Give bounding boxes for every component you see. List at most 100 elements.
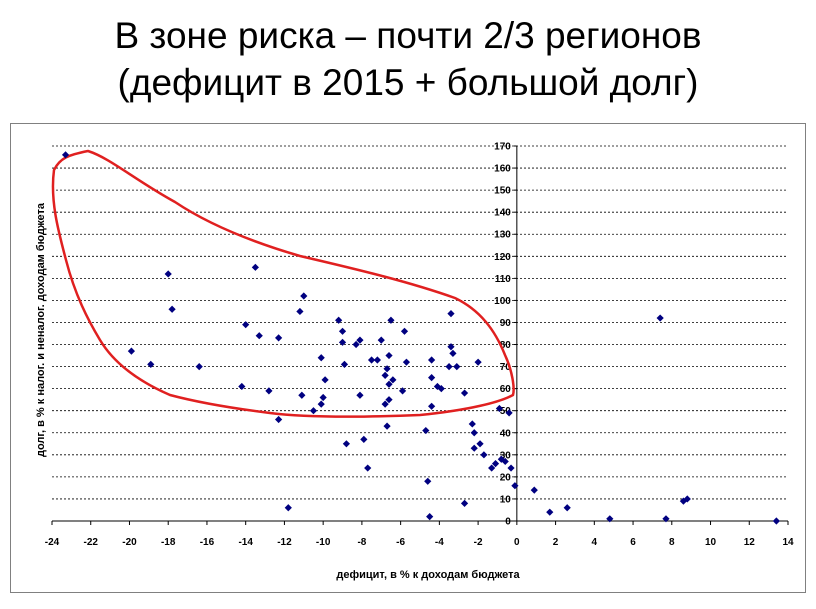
data-point-19	[321, 376, 329, 384]
y-tick-label: 140	[494, 208, 511, 219]
data-point-41	[383, 422, 391, 430]
y-tick-label: 160	[494, 164, 511, 175]
data-point-16	[298, 391, 306, 399]
data-point-18	[317, 354, 325, 362]
x-tick-label: -14	[238, 537, 253, 548]
x-tick-label: -12	[277, 537, 292, 548]
data-point-9	[242, 321, 250, 329]
x-tick-label: 8	[669, 537, 675, 548]
data-point-36	[383, 365, 391, 373]
y-tick-label: 170	[494, 142, 511, 153]
x-tick-label: 6	[630, 537, 636, 548]
x-tick-label: 2	[553, 537, 559, 548]
data-point-7	[147, 360, 155, 368]
y-axis-title: долг, в % к налог. и неналог. доходам бю…	[35, 202, 47, 457]
data-point-24	[338, 338, 347, 346]
data-point-42	[387, 316, 395, 324]
data-point-27	[356, 336, 364, 344]
data-point-72	[501, 457, 509, 466]
data-point-31	[364, 464, 372, 472]
chart-frame	[10, 123, 806, 593]
data-point-28	[356, 391, 364, 399]
data-point-54	[437, 385, 445, 393]
data-point-12	[238, 382, 246, 391]
data-point-80	[656, 314, 664, 322]
data-point-50	[428, 356, 436, 364]
data-point-32	[367, 356, 376, 364]
x-tick-label: 4	[592, 537, 598, 548]
data-point-5	[296, 307, 304, 316]
x-tick-label: 0	[514, 537, 520, 548]
x-tick-label: -24	[45, 537, 60, 548]
data-point-79	[606, 515, 614, 523]
data-point-69	[491, 460, 500, 468]
x-tick-label: -18	[161, 537, 176, 548]
data-point-38	[385, 380, 393, 388]
y-tick-label: 20	[500, 472, 512, 483]
data-point-52	[428, 402, 436, 410]
data-point-26	[352, 340, 360, 349]
data-point-1	[164, 270, 172, 278]
data-point-49	[426, 512, 434, 521]
x-tick-label: -6	[396, 537, 405, 548]
data-point-61	[460, 499, 469, 507]
x-tick-label: 14	[782, 537, 794, 548]
data-point-8	[195, 362, 203, 371]
x-tick-label: -10	[316, 537, 331, 548]
data-point-48	[424, 477, 432, 485]
data-point-2	[168, 305, 176, 313]
y-tick-label: 100	[494, 296, 511, 307]
data-point-39	[385, 396, 393, 404]
data-point-59	[453, 362, 461, 371]
data-point-78	[563, 504, 571, 512]
y-tick-label: 0	[505, 517, 511, 528]
data-point-55	[445, 362, 453, 371]
data-point-76	[530, 486, 538, 494]
data-point-22	[335, 316, 343, 324]
data-point-30	[342, 440, 350, 448]
data-point-75	[511, 482, 519, 490]
risk-zone-outline	[51, 149, 515, 418]
data-point-14	[275, 415, 283, 424]
data-point-17	[309, 407, 318, 415]
data-point-23	[338, 327, 347, 335]
data-point-62	[468, 420, 476, 428]
data-point-70	[495, 404, 504, 413]
y-tick-label: 10	[500, 494, 512, 505]
data-point-3	[251, 263, 259, 271]
data-point-21	[317, 400, 325, 408]
axes: 0102030405060708090100110120130140150160…	[45, 142, 794, 549]
data-point-60	[460, 389, 469, 397]
title-line-1: В зоне риска – почти 2/3 регионов	[114, 15, 702, 56]
y-tick-label: 30	[500, 450, 512, 461]
data-point-83	[683, 495, 691, 503]
x-tick-label: -22	[84, 537, 99, 548]
data-point-65	[474, 358, 482, 366]
data-point-10	[255, 332, 263, 340]
data-points	[61, 151, 780, 525]
y-tick-label: 130	[494, 230, 511, 241]
data-point-35	[381, 371, 389, 380]
data-point-46	[402, 358, 411, 366]
data-point-13	[265, 387, 273, 395]
data-point-25	[340, 360, 349, 368]
y-tick-label: 110	[495, 274, 512, 285]
data-point-82	[679, 497, 688, 505]
data-point-0	[61, 151, 70, 159]
x-tick-label: -8	[357, 537, 366, 548]
data-point-40	[381, 400, 389, 408]
y-tick-label: 120	[494, 252, 511, 263]
x-axis-title: дефицит, в % к доходам бюджета	[336, 569, 520, 581]
data-point-51	[428, 374, 436, 382]
data-point-68	[488, 464, 496, 472]
data-point-4	[300, 292, 308, 300]
data-point-58	[449, 349, 457, 357]
y-tick-label: 80	[500, 340, 512, 351]
data-point-20	[319, 393, 327, 402]
chart-title: В зоне риска – почти 2/3 регионов (дефиц…	[0, 12, 816, 106]
y-tick-label: 70	[500, 362, 512, 373]
data-point-56	[447, 343, 455, 351]
data-point-47	[422, 426, 430, 435]
data-point-37	[385, 351, 393, 360]
